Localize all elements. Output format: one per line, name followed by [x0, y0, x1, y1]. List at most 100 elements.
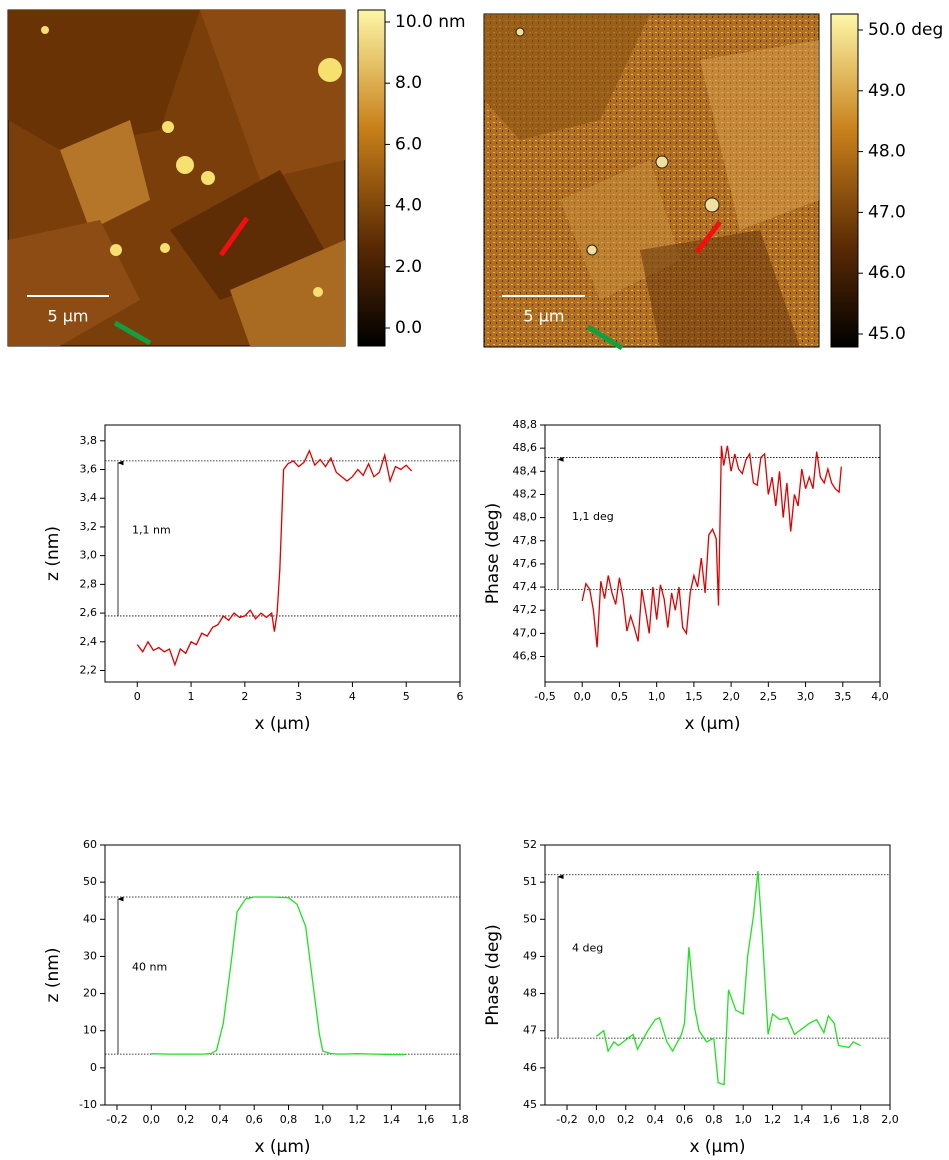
y-tick-label: 2,8 [80, 577, 98, 590]
y-tick-label: 48,6 [513, 441, 538, 454]
x-tick-label: 2,5 [760, 690, 778, 703]
x-tick-label: 4,0 [871, 690, 889, 703]
x-tick-label: -0,5 [534, 690, 555, 703]
x-tick-label: 2,0 [722, 690, 740, 703]
y-tick-label: 3,4 [80, 491, 98, 504]
x-tick-label: 4 [349, 690, 356, 703]
y-tick-label: 45 [523, 1098, 537, 1111]
y-tick-label: 10 [83, 1024, 97, 1037]
scale-bar-label: 5 µm [47, 307, 88, 326]
y-tick-label: 52 [523, 838, 537, 851]
data-line [136, 449, 413, 667]
x-tick-label: 1,8 [451, 1113, 469, 1126]
y-tick-label: 50 [83, 875, 97, 888]
y-tick-label: 47,8 [513, 534, 538, 547]
colorbar-label: 47.0 [868, 202, 906, 222]
x-tick-label: 0,0 [588, 1113, 606, 1126]
colorbar-label: 2.0 [395, 257, 422, 277]
x-tick-label: 1,0 [314, 1113, 332, 1126]
y-tick-label: 49 [523, 949, 537, 962]
x-tick-label: 0 [134, 690, 141, 703]
plot-frame [104, 844, 461, 1106]
y-tick-label: -10 [79, 1098, 97, 1111]
x-tick-label: 1,0 [734, 1113, 752, 1126]
x-tick-label: 2,0 [881, 1113, 899, 1126]
colorbar-label: 45.0 [868, 324, 906, 344]
step-annotation: 40 nm [132, 961, 167, 974]
x-axis-label: x (µm) [254, 1137, 310, 1157]
colorbar-label: 8.0 [395, 73, 422, 93]
x-axis-label: x (µm) [689, 1137, 745, 1157]
step-annotation: 1,1 nm [132, 524, 171, 537]
colorbar-label: 48.0 [868, 142, 906, 162]
y-tick-label: 3,2 [80, 520, 98, 533]
y-tick-label: 3,8 [80, 434, 98, 447]
plot-frame [544, 844, 891, 1106]
x-tick-label: 3,5 [834, 690, 852, 703]
step-annotation: 1,1 deg [572, 510, 614, 523]
x-tick-label: 1,0 [648, 690, 666, 703]
x-tick-label: 1,8 [852, 1113, 870, 1126]
data-line [596, 870, 861, 1086]
x-tick-label: -0,2 [106, 1113, 127, 1126]
step-annotation: 4 deg [572, 941, 603, 954]
colorbar-label: 10.0 nm [395, 12, 466, 32]
colorbar-label: 46.0 [868, 263, 906, 283]
colorbar [357, 9, 386, 347]
x-tick-label: 0,0 [143, 1113, 161, 1126]
y-tick-label: 30 [83, 949, 97, 962]
data-line [151, 896, 406, 1056]
x-tick-label: 1,2 [764, 1113, 782, 1126]
y-tick-label: 2,4 [80, 635, 98, 648]
x-tick-label: 0,4 [211, 1113, 229, 1126]
x-tick-label: 2 [241, 690, 248, 703]
y-tick-label: 48 [523, 987, 537, 1000]
x-tick-label: 1,5 [685, 690, 703, 703]
y-tick-label: 48,0 [513, 511, 538, 524]
scale-bar-label: 5 µm [523, 307, 564, 326]
x-tick-label: 3 [295, 690, 302, 703]
y-tick-label: 2,2 [80, 664, 98, 677]
afm-phase-image: 5 µm [483, 13, 859, 351]
colorbar-label: 49.0 [868, 81, 906, 101]
y-tick-label: 48,2 [513, 487, 538, 500]
x-tick-label: 0,4 [646, 1113, 664, 1126]
x-tick-label: 0,6 [245, 1113, 263, 1126]
x-tick-label: 1,4 [793, 1113, 811, 1126]
y-tick-label: 60 [83, 838, 97, 851]
colorbar-label: 4.0 [395, 196, 422, 216]
x-axis-label: x (µm) [254, 714, 310, 734]
colorbar-label: 50.0 deg [868, 20, 943, 40]
x-tick-label: 0,8 [280, 1113, 298, 1126]
x-tick-label: 1,6 [823, 1113, 841, 1126]
y-tick-label: 3,0 [80, 549, 98, 562]
y-tick-label: 46,8 [513, 650, 538, 663]
y-tick-label: 20 [83, 987, 97, 1000]
x-tick-label: 0,8 [705, 1113, 723, 1126]
y-tick-label: 2,6 [80, 606, 98, 619]
y-tick-label: 48,4 [513, 464, 538, 477]
y-tick-label: 47,2 [513, 603, 538, 616]
x-tick-label: 0,5 [611, 690, 629, 703]
x-tick-label: 5 [403, 690, 410, 703]
y-axis-label: Phase (deg) [483, 503, 503, 604]
y-axis-label: z (nm) [43, 526, 63, 581]
y-tick-label: 3,6 [80, 463, 98, 476]
y-tick-label: 50 [523, 912, 537, 925]
y-tick-label: 47,6 [513, 557, 538, 570]
colorbar-label: 6.0 [395, 134, 422, 154]
y-tick-label: 0 [90, 1061, 97, 1074]
y-axis-label: Phase (deg) [483, 924, 503, 1025]
x-tick-label: 6 [457, 690, 464, 703]
y-tick-label: 47 [523, 1024, 537, 1037]
data-line [581, 445, 842, 648]
x-tick-label: 3,0 [797, 690, 815, 703]
plot-frame [544, 424, 881, 683]
y-tick-label: 48,8 [513, 418, 538, 431]
plot-frame [104, 424, 461, 683]
x-tick-label: 1 [188, 690, 195, 703]
y-tick-label: 47,4 [513, 580, 538, 593]
colorbar [830, 13, 859, 348]
y-tick-label: 46 [523, 1061, 537, 1074]
